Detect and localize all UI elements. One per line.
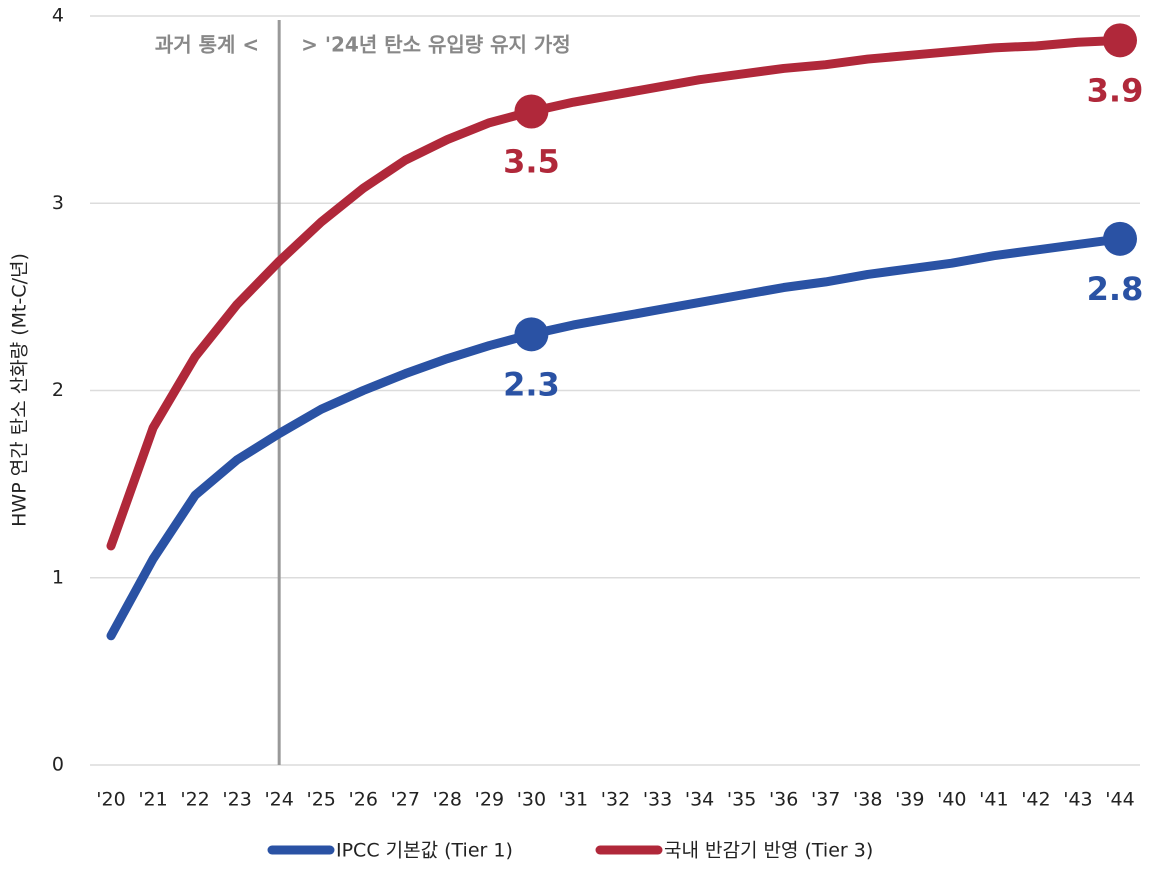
data-label: 2.8 <box>1087 270 1144 308</box>
x-tick-label: '24 <box>264 789 293 811</box>
x-tick-label: '28 <box>433 789 462 811</box>
data-label: 3.5 <box>503 142 560 180</box>
x-tick-label: '39 <box>895 789 924 811</box>
x-tick-label: '44 <box>1105 789 1134 811</box>
point-marker <box>1103 23 1137 58</box>
y-tick-label: 0 <box>52 754 64 776</box>
legend-label: IPCC 기본값 (Tier 1) <box>336 840 513 862</box>
x-tick-label: '40 <box>937 789 966 811</box>
y-tick-label: 2 <box>52 379 64 401</box>
x-tick-label: '41 <box>979 789 1008 811</box>
x-tick-label: '43 <box>1063 789 1092 811</box>
x-tick-label: '35 <box>727 789 756 811</box>
x-tick-label: '21 <box>138 789 167 811</box>
x-tick-label: '31 <box>559 789 588 811</box>
y-tick-label: 4 <box>52 5 64 27</box>
y-axis-label: HWP 연간 탄소 산화량 (Mt-C/년) <box>9 253 31 527</box>
y-tick-label: 3 <box>52 192 64 214</box>
x-tick-label: '34 <box>685 789 714 811</box>
x-tick-label: '36 <box>769 789 798 811</box>
divider-left-text: 과거 통계 < <box>155 33 259 57</box>
divider-right-text: > '24년 탄소 유입량 유지 가정 <box>301 33 571 57</box>
x-tick-label: '23 <box>222 789 251 811</box>
data-label: 3.9 <box>1087 71 1144 109</box>
x-tick-label: '26 <box>349 789 378 811</box>
line <box>106 35 1125 551</box>
y-tick-label: 1 <box>52 566 64 588</box>
x-tick-label: '29 <box>475 789 504 811</box>
x-tick-label: '25 <box>307 789 336 811</box>
data-label: 2.3 <box>503 365 560 403</box>
line <box>106 234 1125 641</box>
point-marker <box>1103 221 1137 256</box>
x-tick-label: '33 <box>643 789 672 811</box>
x-tick-label: '22 <box>180 789 209 811</box>
x-tick-label: '37 <box>811 789 840 811</box>
x-tick-label: '27 <box>391 789 420 811</box>
legend-label: 국내 반감기 반영 (Tier 3) <box>664 840 873 862</box>
point-marker <box>514 317 549 352</box>
x-tick-label: '42 <box>1021 789 1050 811</box>
x-tick-label: '30 <box>517 789 546 811</box>
x-tick-label: '20 <box>96 789 125 811</box>
point-marker <box>514 94 549 129</box>
x-tick-label: '38 <box>853 789 882 811</box>
x-tick-label: '32 <box>601 789 630 811</box>
